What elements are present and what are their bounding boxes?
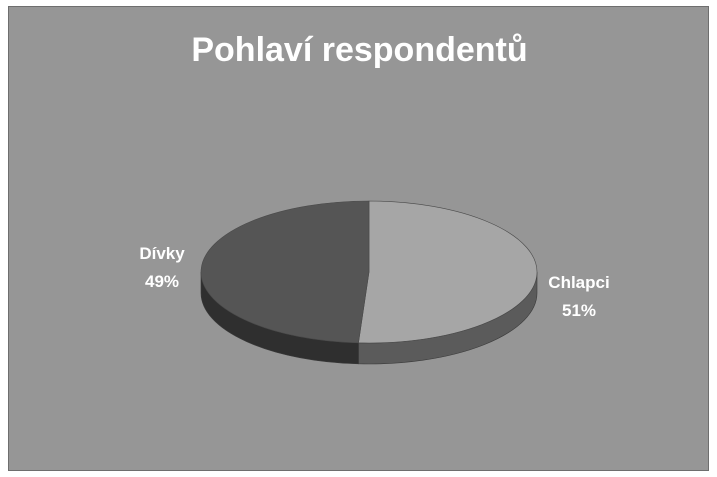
pie-chart <box>200 200 538 365</box>
pie-tops <box>200 200 538 344</box>
slice-label-chlapci: Chlapci 51% <box>529 269 629 325</box>
slice-name-chlapci: Chlapci <box>548 273 610 292</box>
chart-title: Pohlaví respondentů <box>191 31 528 69</box>
pie-slice-chlapci <box>358 200 538 344</box>
slice-name-divky: Dívky <box>139 244 185 263</box>
slice-percent-chlapci: 51% <box>561 301 597 320</box>
chart-area: Pohlaví respondentů Chlapci 51% Dívky 49… <box>8 6 709 471</box>
pie-slice-d-vky <box>200 200 370 344</box>
slice-percent-divky: 49% <box>144 272 180 291</box>
slice-label-divky: Dívky 49% <box>117 240 207 296</box>
